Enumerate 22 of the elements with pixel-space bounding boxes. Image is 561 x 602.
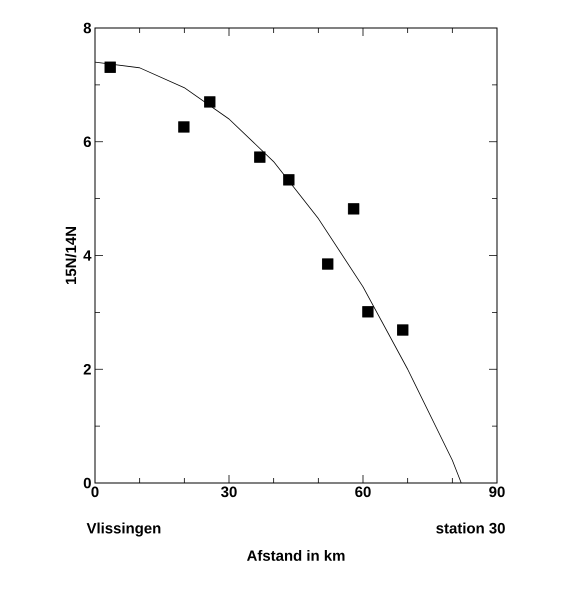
point bbox=[254, 151, 266, 163]
point bbox=[104, 62, 116, 73]
x-tick-label: 60 bbox=[355, 486, 371, 498]
y-tick-label: 2 bbox=[84, 364, 91, 374]
y-axis-title: 15N/14N bbox=[65, 227, 76, 284]
point bbox=[397, 324, 408, 336]
y-tick-label: 4 bbox=[83, 250, 92, 261]
y-tick-label: 6 bbox=[84, 136, 91, 148]
y-tick-label: 0 bbox=[84, 478, 91, 488]
point bbox=[178, 121, 190, 133]
point bbox=[322, 258, 334, 270]
x-tick-label: 0 bbox=[91, 486, 99, 498]
x-tick-label: 90 bbox=[489, 486, 505, 498]
y-tick-label: 8 bbox=[84, 22, 92, 34]
point bbox=[348, 203, 360, 215]
point bbox=[362, 306, 374, 318]
text: Vlissingen bbox=[86, 522, 160, 537]
point bbox=[283, 174, 295, 186]
point bbox=[204, 96, 216, 108]
x-tick-label: 30 bbox=[221, 486, 237, 498]
x-axis-title: Afstand in km bbox=[246, 550, 344, 561]
text: station 30 bbox=[436, 522, 505, 534]
